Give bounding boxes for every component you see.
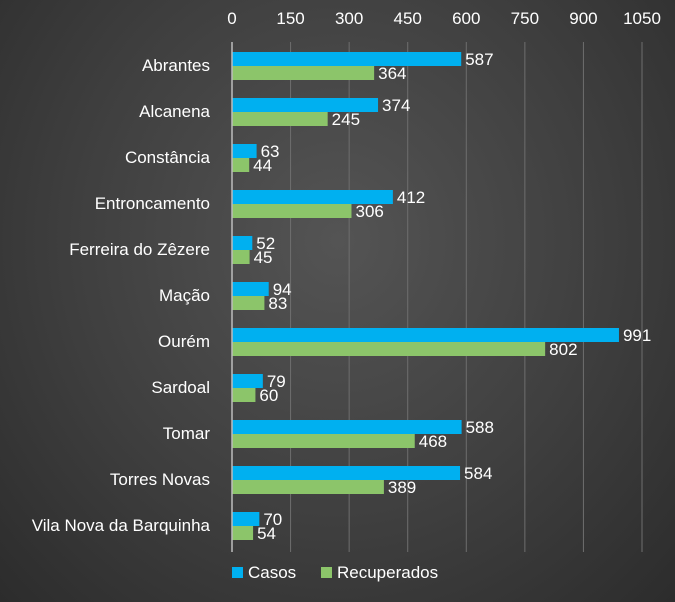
category-labels: Abrantes Alcanena Constância Entroncamento F…: [32, 56, 211, 535]
x-tick-label: 600: [452, 9, 480, 28]
bar-casos: [232, 420, 462, 434]
x-tick-label: 900: [569, 9, 597, 28]
bar-recuperados: [232, 342, 546, 356]
data-label: 83: [268, 294, 287, 313]
x-tick-label: 0: [227, 9, 236, 28]
bar-casos: [232, 52, 462, 66]
category-label: Ferreira do Zêzere: [69, 240, 210, 259]
bar-recuperados: [232, 204, 352, 218]
data-label: 79: [267, 372, 286, 391]
x-tick-label: 300: [335, 9, 363, 28]
data-label: 54: [257, 524, 276, 543]
bar-casos: [232, 466, 461, 480]
category-label: Vila Nova da Barquinha: [32, 516, 211, 535]
legend-swatch-recuperados: [321, 567, 332, 578]
bar-casos: [232, 512, 260, 526]
data-label: 584: [464, 464, 492, 483]
bar-casos: [232, 144, 257, 158]
bar-casos: [232, 328, 619, 342]
data-label: 94: [273, 280, 292, 299]
category-label: Sardoal: [151, 378, 210, 397]
legend-label: Recuperados: [337, 563, 438, 582]
bar-recuperados: [232, 296, 265, 310]
bar-recuperados: [232, 158, 250, 172]
category-label: Constância: [125, 148, 211, 167]
category-label: Torres Novas: [110, 470, 210, 489]
bar-casos: [232, 98, 379, 112]
bar-casos: [232, 282, 269, 296]
legend-label: Casos: [248, 563, 296, 582]
data-label: 70: [263, 510, 282, 529]
x-tick-label: 750: [511, 9, 539, 28]
data-label: 412: [397, 188, 425, 207]
data-label: 63: [261, 142, 280, 161]
bar-recuperados: [232, 434, 415, 448]
data-label: 991: [623, 326, 651, 345]
data-label: 306: [355, 202, 383, 221]
x-tick-label: 150: [276, 9, 304, 28]
data-label: 52: [256, 234, 275, 253]
category-label: Ourém: [158, 332, 210, 351]
category-label: Entroncamento: [95, 194, 210, 213]
x-tick-label: 1050: [623, 9, 661, 28]
data-label: 588: [466, 418, 494, 437]
bar-casos: [232, 190, 393, 204]
data-label: 374: [382, 96, 410, 115]
data-label: 44: [253, 156, 272, 175]
data-label: 802: [549, 340, 577, 359]
bar-casos: [232, 236, 253, 250]
gridlines: [290, 42, 643, 552]
data-label: 364: [378, 64, 406, 83]
category-label: Mação: [159, 286, 210, 305]
data-label: 468: [419, 432, 447, 451]
bar-recuperados: [232, 66, 375, 80]
data-label: 587: [465, 50, 493, 69]
category-label: Alcanena: [139, 102, 210, 121]
legend: Casos Recuperados: [232, 563, 438, 582]
data-label: 389: [388, 478, 416, 497]
data-label: 245: [332, 110, 360, 129]
bar-casos: [232, 374, 263, 388]
x-tick-label: 450: [394, 9, 422, 28]
bar-recuperados: [232, 250, 250, 264]
bar-recuperados: [232, 526, 254, 540]
bar-recuperados: [232, 480, 384, 494]
data-label: 60: [259, 386, 278, 405]
category-label: Tomar: [163, 424, 211, 443]
legend-swatch-casos: [232, 567, 243, 578]
bar-recuperados: [232, 112, 328, 126]
x-axis-ticks: 0 150 300 450 600 750 900 1050: [227, 9, 661, 28]
category-label: Abrantes: [142, 56, 210, 75]
bar-recuperados: [232, 388, 256, 402]
data-label: 45: [254, 248, 273, 267]
